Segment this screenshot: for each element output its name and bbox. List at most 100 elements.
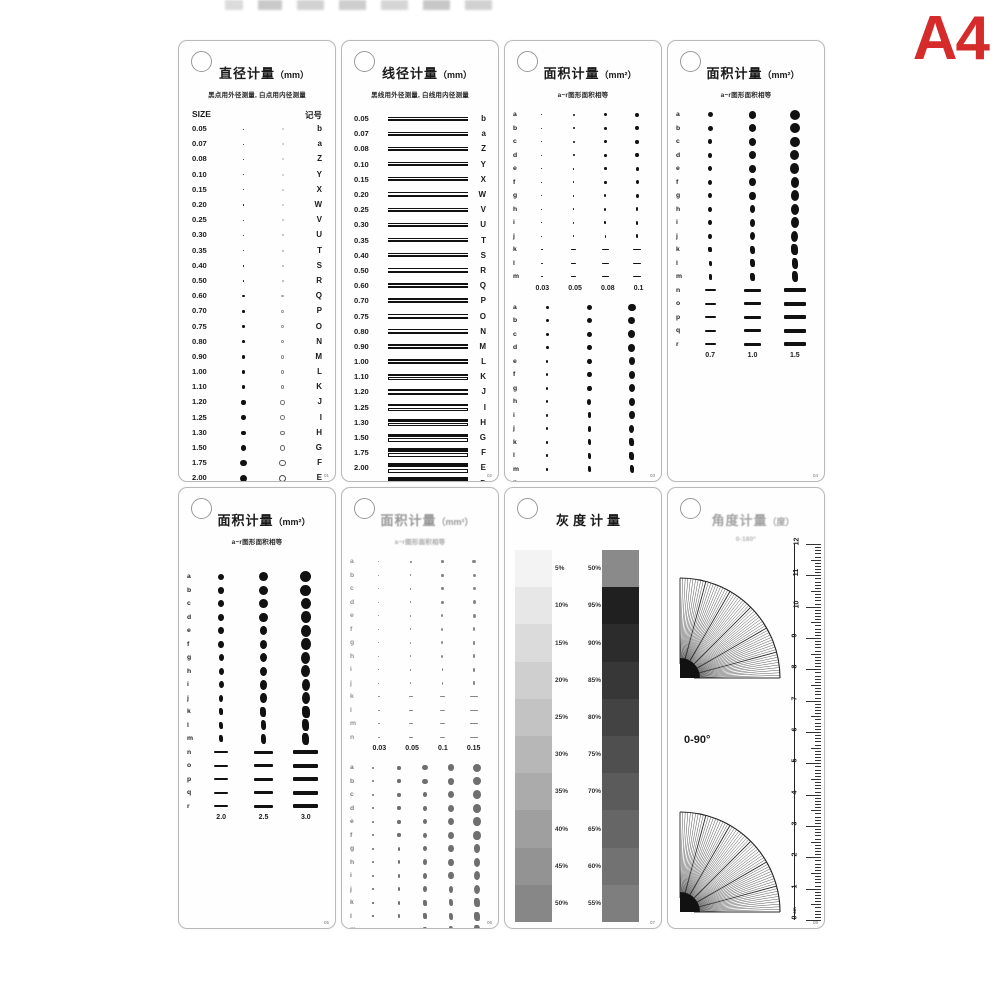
white-line-sample	[388, 164, 468, 167]
shape-cell	[782, 311, 808, 323]
shape-cell	[461, 664, 487, 676]
card-title: 面积计量（mm²）	[217, 513, 311, 528]
shape-cell	[592, 271, 618, 283]
row-label: k	[676, 246, 680, 254]
line-sample-cell	[384, 462, 472, 473]
shape-cell	[619, 450, 645, 462]
area-shape-icon	[635, 112, 640, 117]
area-shape-icon	[604, 207, 607, 211]
open-circle-icon	[281, 173, 284, 176]
area-shape-icon	[545, 305, 549, 309]
shape-cell	[697, 136, 723, 148]
ruler-tick	[815, 860, 821, 862]
shape-cell	[412, 843, 438, 855]
ruler-tick	[811, 810, 821, 812]
area-shape-icon	[545, 319, 549, 323]
table-row: 1.50 G	[342, 430, 498, 445]
area-shape-icon	[423, 913, 427, 920]
line-sample-cell	[384, 177, 472, 182]
shape-cell	[592, 244, 618, 256]
area-shape-icon	[790, 136, 800, 147]
shape-cell	[624, 163, 650, 175]
area-shape-icon	[259, 612, 268, 622]
code-value: R	[316, 275, 322, 285]
shape-cell	[561, 230, 587, 242]
card-angle-gauge[interactable]: 角度计量（度） 0-180° 0-90° 0 1 2 3 4 5 6 7 8 9 10 11 12 cm …	[667, 487, 825, 929]
shape-cell	[366, 583, 392, 595]
shape-cell	[293, 760, 319, 772]
filled-circle-icon	[239, 474, 248, 481]
area-shape-icon	[372, 807, 374, 810]
shape-cell	[534, 369, 560, 381]
card-grayscale-gauge[interactable]: 灰度计量 5% 50% 10% 95% 15% 90% 20% 85% 25% 80% 30% 75%…	[504, 487, 662, 929]
card-subtitle: 0-180°	[735, 536, 757, 543]
black-line-sample	[388, 222, 468, 224]
ruler-tick	[815, 641, 821, 643]
shape-cell	[592, 149, 618, 161]
area-shape-icon	[372, 820, 374, 823]
area-shape-icon	[472, 613, 476, 618]
area-shape-icon	[635, 126, 639, 131]
table-row: d	[676, 149, 816, 163]
code-value: I	[483, 402, 486, 412]
white-line-sample	[388, 286, 468, 288]
area-shape-icon	[572, 194, 575, 197]
card-title: 直径计量（mm）	[218, 66, 310, 81]
shape-cells	[689, 109, 816, 121]
table-row: 0.15 X	[179, 182, 335, 197]
axis-tick-label: 0.7	[705, 352, 716, 359]
area-shape-icon	[546, 413, 549, 417]
grayscale-column-light	[515, 550, 552, 923]
row-label: g	[676, 192, 681, 200]
shape-cells	[200, 571, 327, 583]
shape-cell	[782, 257, 808, 269]
open-ring-cell	[263, 246, 302, 255]
shape-cell	[739, 311, 765, 323]
area-shape-icon	[408, 723, 413, 725]
grayscale-swatch-dark	[602, 624, 639, 662]
area-shape-icon	[790, 150, 800, 161]
shape-cell	[293, 665, 319, 678]
area-shape-icon	[300, 584, 312, 596]
ruler-tick	[815, 738, 821, 740]
line-sample-cell	[384, 313, 472, 319]
row-label: o	[676, 300, 681, 308]
area-shape-icon	[602, 249, 609, 251]
white-line-sample	[388, 240, 468, 243]
area-shape-icon	[572, 167, 575, 170]
card-line-width-gauge[interactable]: 线径计量（mm） 黑线用外径测量, 白线用内径测量 0.05 b 0.07 a 0.08…	[341, 40, 499, 482]
grayscale-right-pct: 50%	[587, 565, 601, 573]
shape-cells	[200, 611, 327, 624]
card-diameter-gauge[interactable]: 直径计量（mm） 黑点用外径测量, 白点用内径测量 SIZE 记号 0.05 b 0…	[178, 40, 336, 482]
shape-cell	[293, 787, 319, 799]
area-shape-icon	[545, 373, 549, 377]
filled-circle-icon	[242, 265, 245, 267]
shape-cell	[782, 284, 808, 296]
size-value: 1.10	[192, 382, 207, 392]
shape-cell	[576, 315, 602, 327]
white-line-sample	[388, 301, 468, 304]
shape-cells	[360, 870, 490, 882]
shape-cell	[619, 328, 645, 340]
filled-dot-cell	[224, 413, 263, 422]
shape-cell	[461, 691, 487, 703]
code-value: b	[481, 114, 486, 124]
area-shape-icon	[587, 439, 592, 446]
shape-cell	[739, 271, 765, 283]
shape-cell	[739, 338, 765, 350]
area-shape-icon	[546, 400, 549, 404]
shape-cell	[429, 677, 455, 689]
white-line-sample	[388, 347, 468, 350]
ruler-tick	[815, 851, 821, 853]
row-label: f	[676, 178, 679, 186]
shape-cell	[464, 829, 490, 841]
grayscale-left-pct: 45%	[555, 862, 569, 870]
shape-cell	[366, 556, 392, 568]
area-shape-icon	[372, 780, 374, 783]
size-value: 0.70	[354, 296, 369, 306]
grayscale-label-row: 35% 70%	[555, 773, 601, 810]
